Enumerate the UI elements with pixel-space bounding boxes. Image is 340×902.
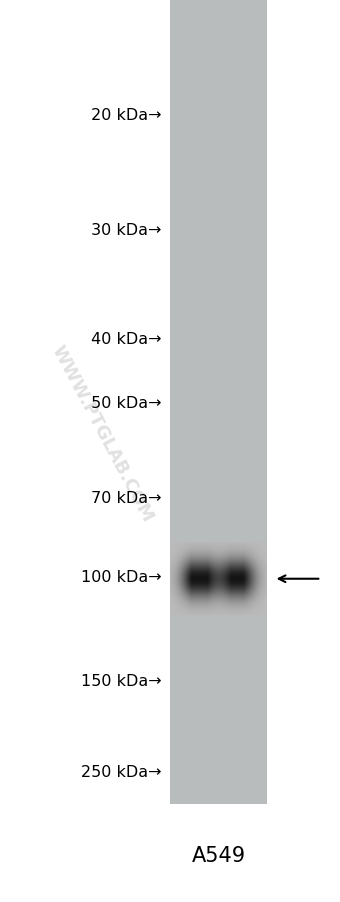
Text: 100 kDa→: 100 kDa→ bbox=[81, 570, 162, 584]
Text: 250 kDa→: 250 kDa→ bbox=[81, 764, 162, 778]
Text: 40 kDa→: 40 kDa→ bbox=[86, 332, 162, 346]
Text: WWW.PTGLAB.COM: WWW.PTGLAB.COM bbox=[48, 342, 156, 524]
Text: 50 kDa→: 50 kDa→ bbox=[86, 396, 162, 410]
Text: 150 kDa→: 150 kDa→ bbox=[81, 674, 162, 688]
Text: 70 kDa→: 70 kDa→ bbox=[86, 491, 162, 505]
Bar bbox=[170, 0, 267, 805]
Text: 20 kDa→: 20 kDa→ bbox=[86, 108, 162, 123]
Text: A549: A549 bbox=[191, 845, 245, 865]
Text: 30 kDa→: 30 kDa→ bbox=[86, 223, 162, 237]
